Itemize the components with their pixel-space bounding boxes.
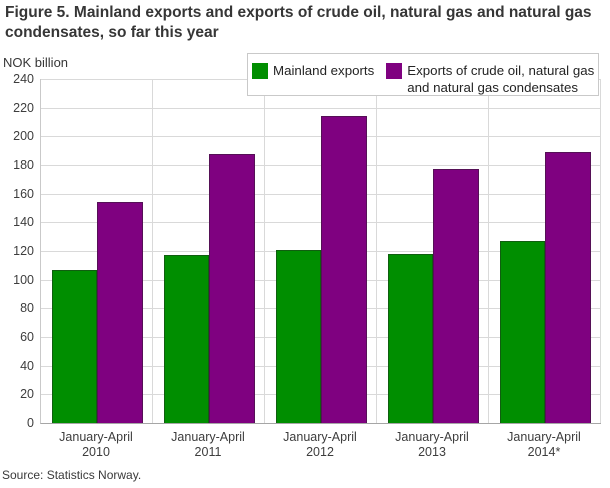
x-axis-label: January-April 2014* — [507, 430, 581, 459]
legend-item-mainland-exports: Mainland exports — [252, 62, 374, 79]
y-tick-label: 100 — [13, 272, 34, 287]
gridline-vertical — [600, 79, 601, 423]
y-tick-label: 180 — [13, 158, 34, 172]
x-axis-label: January-April 2012 — [283, 430, 357, 459]
chart-title: Figure 5. Mainland exports and exports o… — [5, 4, 592, 41]
bar-mainland-2014 — [499, 240, 545, 423]
legend-swatch-purple — [386, 63, 403, 79]
gridline-vertical — [152, 79, 153, 423]
y-tick-label: 200 — [13, 129, 34, 144]
y-tick-label: 60 — [20, 330, 34, 344]
legend-label: Exports of crude oil, natural gas and na… — [407, 63, 595, 95]
legend-item-oil-gas-exports: Exports of crude oil, natural gas and na… — [386, 62, 604, 96]
y-tick-label: 0 — [27, 416, 34, 430]
legend-swatch-green — [252, 63, 268, 79]
legend-label: Mainland exports — [273, 63, 375, 78]
y-tick-label: 80 — [20, 301, 34, 316]
bar-oil-gas-2011 — [209, 153, 255, 423]
gridline-vertical — [264, 79, 265, 423]
bar-mainland-2010 — [51, 269, 97, 423]
x-axis-label: January-April 2011 — [171, 430, 245, 459]
source-note: Source: Statistics Norway. — [2, 468, 142, 482]
legend: Mainland exports Exports of crude oil, n… — [247, 53, 599, 96]
x-axis-label: January-April 2013 — [395, 430, 469, 459]
plot-area — [40, 79, 601, 424]
x-axis-label: January-April 2010 — [59, 430, 133, 459]
y-tick-label: 120 — [13, 244, 34, 258]
bar-mainland-2013 — [387, 253, 433, 423]
y-tick-label: 220 — [13, 100, 34, 115]
bar-mainland-2012 — [275, 249, 321, 423]
y-tick-label: 140 — [13, 215, 34, 230]
y-tick-label: 20 — [20, 387, 34, 402]
gridline-horizontal — [41, 107, 601, 109]
y-tick-label: 160 — [13, 186, 34, 201]
y-tick-label: 240 — [13, 72, 34, 86]
gridline-vertical — [488, 79, 489, 423]
y-tick-label: 40 — [20, 358, 34, 373]
bar-oil-gas-2013 — [433, 169, 479, 423]
bar-oil-gas-2012 — [321, 116, 367, 423]
bar-oil-gas-2010 — [97, 202, 143, 423]
bar-oil-gas-2014 — [545, 152, 591, 423]
gridline-vertical — [376, 79, 377, 423]
y-axis-unit-label: NOK billion — [3, 55, 69, 70]
bar-mainland-2011 — [163, 255, 209, 423]
